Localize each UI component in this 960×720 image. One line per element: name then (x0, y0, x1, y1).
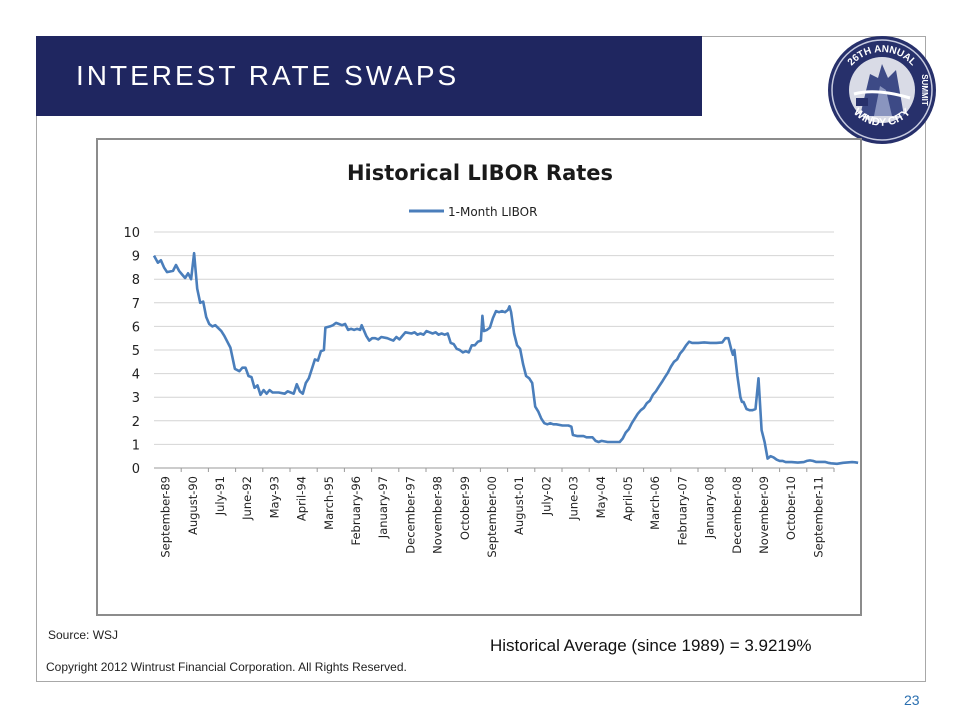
x-tick-label: January-97 (376, 476, 390, 539)
historical-average: Historical Average (since 1989) = 3.9219… (490, 636, 812, 655)
x-tick-label: May-04 (594, 476, 608, 518)
x-tick-label: February-07 (675, 476, 689, 546)
y-tick-label: 7 (132, 297, 140, 312)
x-tick-label: November-09 (757, 476, 771, 554)
chart-legend: 1-Month LIBOR (409, 205, 537, 219)
x-tick-label: September-11 (811, 476, 825, 558)
source-note: Source: WSJ (48, 628, 119, 642)
x-tick-label: June-92 (240, 476, 254, 521)
y-tick-label: 0 (132, 462, 140, 477)
x-tick-label: April-94 (295, 476, 309, 521)
chart-title: Historical LIBOR Rates (347, 161, 613, 185)
x-tick-label: July-02 (539, 476, 553, 516)
x-tick-label: August-90 (186, 476, 200, 535)
x-tick-label: September-89 (159, 476, 173, 558)
y-tick-label: 1 (132, 438, 140, 453)
y-tick-label: 6 (132, 320, 140, 335)
x-tick-label: July-91 (213, 476, 227, 516)
y-tick-label: 3 (132, 391, 140, 406)
x-axis-ticks: September-89 August-90 July-91 June-92 May-9… (159, 468, 835, 558)
x-tick-label: December-97 (403, 476, 417, 554)
page-number: 23 (904, 692, 920, 708)
x-tick-label: February-96 (349, 476, 363, 546)
y-tick-label: 2 (132, 415, 140, 430)
x-tick-label: October-10 (784, 476, 798, 540)
series-line-1-month-libor (152, 251, 859, 466)
x-tick-label: January-08 (703, 476, 717, 539)
x-tick-label: September-00 (485, 476, 499, 558)
x-tick-label: March-06 (648, 476, 662, 530)
copyright-notice: Copyright 2012 Wintrust Financial Corpor… (46, 660, 407, 674)
x-tick-label: March-95 (322, 476, 336, 530)
chart-container: Historical LIBOR Rates 1-Month LIBOR 0 1 2… (96, 138, 862, 616)
slide-title: INTEREST RATE SWAPS (76, 60, 460, 91)
y-tick-label: 5 (132, 344, 140, 359)
x-tick-label: June-03 (567, 476, 581, 521)
windy-city-summit-seal-icon: 26TH ANNUAL WINDY CITY SUMMIT (828, 36, 936, 144)
x-tick-label: December-08 (730, 476, 744, 554)
x-tick-label: August-01 (512, 476, 526, 535)
y-tick-label: 4 (132, 368, 140, 383)
title-bar: INTEREST RATE SWAPS (36, 36, 702, 116)
libor-line-chart: Historical LIBOR Rates 1-Month LIBOR 0 1 2… (123, 161, 859, 558)
x-tick-label: May-93 (267, 476, 281, 518)
y-tick-label: 9 (132, 250, 140, 265)
x-tick-label: April-05 (621, 476, 635, 521)
seal-side-text: SUMMIT (920, 74, 929, 106)
x-tick-label: November-98 (431, 476, 445, 554)
x-tick-label: October-99 (458, 476, 472, 540)
y-tick-label: 8 (132, 273, 140, 288)
gridlines (154, 231, 834, 469)
y-axis-ticks: 0 1 2 3 4 5 6 7 8 9 10 (123, 226, 140, 477)
legend-label: 1-Month LIBOR (448, 205, 537, 219)
y-tick-label: 10 (123, 226, 140, 241)
